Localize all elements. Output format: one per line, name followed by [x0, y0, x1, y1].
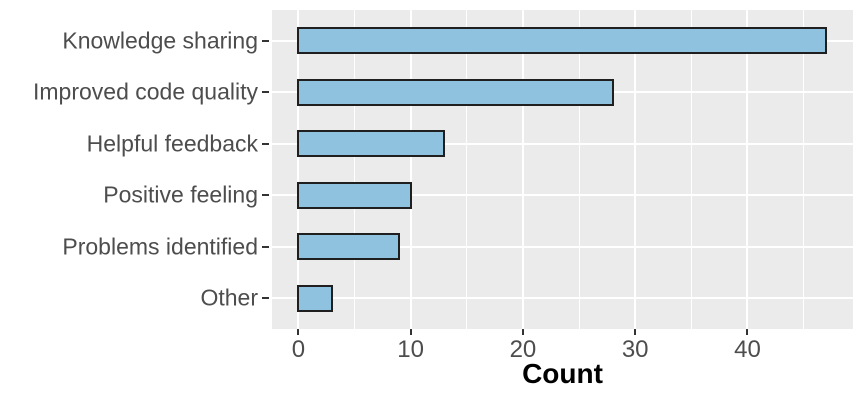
major-gridline [634, 10, 637, 329]
bar-positive-feeling [297, 181, 412, 209]
bar-other [297, 284, 334, 312]
y-axis-label-other: Other [200, 284, 258, 311]
y-axis-label-knowledge-sharing: Knowledge sharing [62, 27, 258, 54]
minor-gridline [466, 10, 468, 329]
minor-gridline [354, 10, 356, 329]
x-axis-tick-mark [297, 329, 300, 335]
category-gridline [272, 194, 853, 197]
category-gridline [272, 245, 853, 248]
x-axis-tick-mark [634, 329, 637, 335]
x-axis-title: Count [522, 358, 603, 389]
minor-gridline [803, 10, 805, 329]
bar-helpful-feedback [297, 130, 446, 158]
category-gridline [272, 297, 853, 300]
y-axis-label-improved-code-quality: Improved code quality [32, 78, 258, 105]
y-axis-label-problems-identified: Problems identified [62, 233, 258, 260]
x-axis-tick-label-10: 10 [397, 336, 424, 363]
x-axis-tick-label-0: 0 [291, 336, 306, 363]
x-axis-tick-mark [521, 329, 524, 335]
minor-gridline [578, 10, 580, 329]
bar-problems-identified [297, 233, 401, 261]
y-axis-tick-mark [262, 194, 269, 197]
y-axis-tick-mark [262, 245, 269, 248]
x-axis-tick-mark [746, 329, 749, 335]
bar-improved-code-quality [297, 78, 614, 106]
major-gridline [521, 10, 524, 329]
x-axis-tick-label-30: 30 [621, 336, 649, 363]
category-gridline [272, 142, 853, 145]
plot-panel [272, 10, 853, 329]
y-axis-tick-mark [262, 142, 269, 145]
x-axis-tick-label-20: 20 [509, 336, 537, 363]
x-axis-tick-label-40: 40 [734, 336, 761, 363]
major-gridline [297, 10, 300, 329]
minor-gridline [690, 10, 692, 329]
bar-knowledge-sharing [297, 27, 828, 55]
y-axis-label-helpful-feedback: Helpful feedback [86, 130, 258, 157]
major-gridline [746, 10, 749, 329]
x-axis-tick-mark [409, 329, 412, 335]
major-gridline [409, 10, 412, 329]
y-axis-tick-mark [262, 297, 269, 300]
y-axis-tick-mark [262, 91, 269, 94]
y-axis-tick-mark [262, 39, 269, 42]
y-axis-label-positive-feeling: Positive feeling [103, 181, 258, 208]
